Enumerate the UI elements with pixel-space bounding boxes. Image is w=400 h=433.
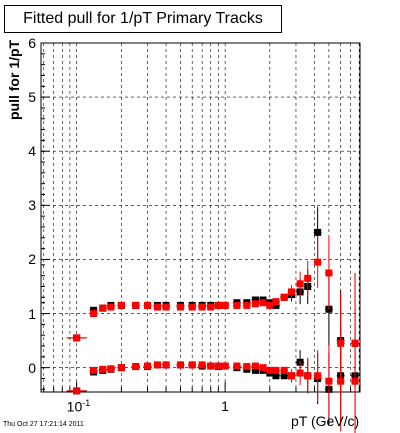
data-point (351, 377, 359, 385)
data-point (107, 303, 115, 311)
data-point (198, 303, 206, 311)
data-point (266, 301, 274, 309)
y-tick-label: 2 (28, 251, 36, 268)
data-point (117, 301, 125, 309)
y-tick-label: 6 (28, 35, 36, 51)
data-point (73, 334, 81, 342)
data-point (198, 361, 206, 369)
data-point (214, 301, 222, 309)
y-axis-label: pull for 1/pT (6, 39, 22, 120)
y-tick-label: 0 (28, 359, 36, 376)
data-point (304, 372, 312, 380)
data-point (214, 362, 222, 370)
data-point (107, 365, 115, 373)
plot-title: Fitted pull for 1/pT Primary Tracks (4, 5, 282, 33)
data-point (272, 298, 280, 306)
data-point (259, 299, 267, 307)
data-point (162, 303, 170, 311)
data-point (251, 296, 259, 304)
data-point (243, 301, 251, 309)
y-tick-label: 1 (28, 305, 36, 322)
data-point (266, 366, 274, 374)
data-point (314, 258, 322, 266)
data-point (176, 361, 184, 369)
x-axis-label: pT (GeV/c) (291, 413, 360, 429)
data-point (280, 293, 288, 301)
data-point (162, 361, 170, 369)
data-point (117, 364, 125, 372)
data-point (144, 362, 152, 370)
data-point (153, 361, 161, 369)
data-point (272, 301, 280, 309)
data-point (132, 301, 140, 309)
data-point (272, 372, 280, 380)
y-tick-label: 3 (28, 197, 36, 214)
data-point (304, 274, 312, 282)
data-point (272, 366, 280, 374)
data-point (251, 300, 259, 308)
data-point (132, 363, 140, 371)
data-point (288, 372, 296, 380)
data-point (337, 377, 345, 385)
data-point (233, 301, 241, 309)
data-point (73, 387, 81, 395)
data-point (314, 372, 322, 380)
data-point (90, 310, 98, 318)
data-point (176, 303, 184, 311)
data-point (207, 303, 215, 311)
x-tick-label: 10-1 (66, 398, 91, 415)
data-point (325, 269, 333, 277)
x-tick-label: 1 (221, 398, 229, 414)
data-point (221, 301, 229, 309)
data-point (280, 372, 288, 380)
data-point (259, 364, 267, 372)
data-point (221, 362, 229, 370)
data-point (325, 377, 333, 385)
data-point (314, 228, 322, 236)
data-point (280, 366, 288, 374)
data-point (251, 366, 259, 374)
data-point (296, 280, 304, 288)
data-point (188, 361, 196, 369)
plot-frame (40, 42, 361, 393)
y-tick-label: 4 (28, 143, 36, 160)
data-point (251, 362, 259, 370)
data-point (243, 363, 251, 371)
data-point (296, 369, 304, 377)
timestamp: Thu Oct 27 17:21:14 2011 (3, 421, 84, 428)
data-point (144, 301, 152, 309)
data-point (207, 362, 215, 370)
data-point (99, 365, 107, 373)
data-point (188, 303, 196, 311)
data-point (288, 288, 296, 296)
data-point (90, 366, 98, 374)
data-point (153, 303, 161, 311)
data-point (99, 304, 107, 312)
data-point (233, 362, 241, 370)
y-tick-label: 5 (28, 89, 36, 106)
